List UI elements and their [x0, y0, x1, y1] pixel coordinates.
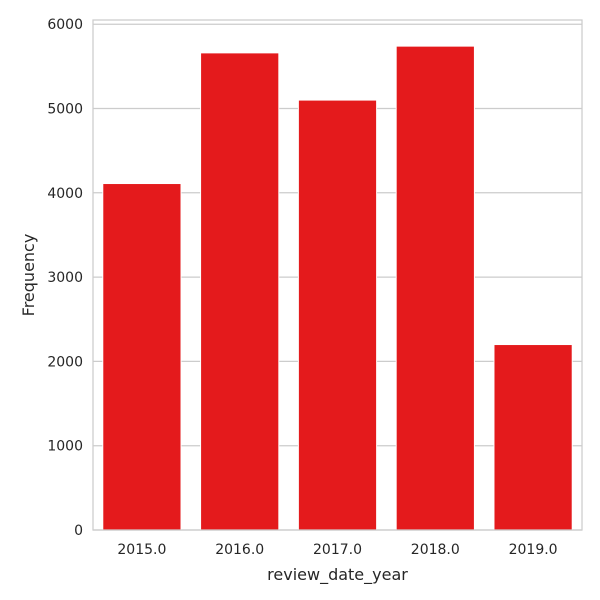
bars	[102, 45, 573, 531]
y-tick-label-3: 3000	[47, 270, 83, 286]
y-tick-label-2: 2000	[47, 354, 83, 370]
y-tick-label-5: 5000	[47, 102, 83, 118]
y-tick-label-4: 4000	[47, 186, 83, 202]
bar-2016.0	[200, 52, 280, 531]
bar-2019.0	[493, 344, 573, 531]
x-tick-label-0: 2015.0	[117, 542, 166, 558]
bar-2018.0	[395, 45, 475, 531]
x-tick-label-1: 2016.0	[215, 542, 264, 558]
bar-2015.0	[102, 183, 182, 531]
y-tick-label-6: 6000	[47, 17, 83, 33]
x-tick-label-3: 2018.0	[411, 542, 460, 558]
x-tick-labels: 2015.0 2016.0 2017.0 2018.0 2019.0	[117, 542, 557, 558]
x-axis-label: review_date_year	[267, 565, 408, 585]
plot-frame	[92, 19, 583, 531]
bar-2017.0	[297, 99, 378, 531]
x-tick-label-2: 2017.0	[313, 542, 362, 558]
y-tick-label-0: 0	[74, 523, 83, 539]
y-tick-labels: 0 1000 2000 3000 4000 5000 6000	[47, 17, 83, 539]
x-tick-label-4: 2019.0	[509, 542, 558, 558]
y-tick-label-1: 1000	[47, 439, 83, 455]
y-axis-label: Frequency	[19, 234, 38, 317]
